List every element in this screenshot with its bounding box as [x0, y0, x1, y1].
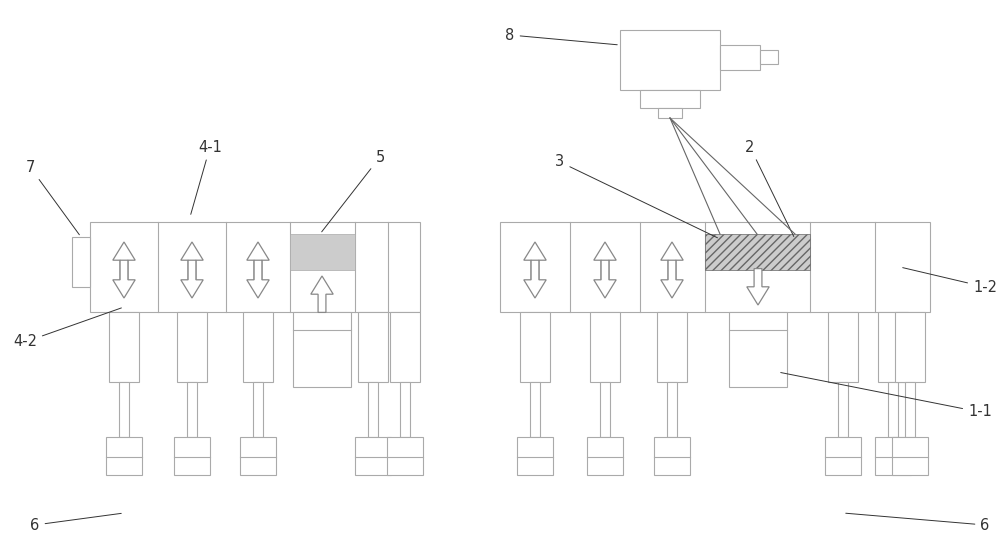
Text: 1-2: 1-2: [903, 268, 997, 294]
Bar: [355, 437, 391, 475]
Polygon shape: [594, 260, 616, 298]
Bar: [390, 312, 420, 382]
Polygon shape: [181, 260, 203, 298]
Bar: [838, 382, 848, 437]
Polygon shape: [181, 242, 203, 280]
Text: 4-1: 4-1: [191, 139, 222, 214]
Text: 3: 3: [555, 154, 717, 238]
Text: 8: 8: [505, 28, 617, 45]
Polygon shape: [747, 268, 769, 305]
Bar: [520, 312, 550, 382]
Polygon shape: [113, 242, 135, 280]
Bar: [253, 382, 263, 437]
Bar: [878, 312, 908, 382]
Polygon shape: [524, 242, 546, 280]
Bar: [720, 45, 760, 70]
Bar: [620, 30, 720, 90]
Bar: [892, 437, 928, 475]
Bar: [760, 50, 778, 64]
Bar: [400, 382, 410, 437]
Bar: [177, 312, 207, 382]
Bar: [500, 222, 930, 312]
Polygon shape: [594, 242, 616, 280]
Bar: [600, 382, 610, 437]
Bar: [895, 312, 925, 382]
Text: 4-2: 4-2: [13, 308, 121, 349]
Bar: [387, 437, 423, 475]
Bar: [72, 237, 90, 287]
Bar: [905, 382, 915, 437]
Bar: [828, 312, 858, 382]
Bar: [174, 437, 210, 475]
Polygon shape: [113, 260, 135, 298]
Bar: [517, 437, 553, 475]
Bar: [119, 382, 129, 437]
Bar: [729, 312, 787, 387]
Bar: [640, 90, 700, 108]
Bar: [358, 312, 388, 382]
Text: 5: 5: [322, 149, 385, 232]
Text: 6: 6: [30, 514, 121, 532]
Polygon shape: [247, 242, 269, 280]
Bar: [658, 108, 682, 118]
Bar: [657, 312, 687, 382]
Bar: [530, 382, 540, 437]
Bar: [368, 382, 378, 437]
Bar: [825, 437, 861, 475]
Bar: [293, 312, 351, 387]
Text: 7: 7: [25, 159, 79, 235]
Text: 2: 2: [745, 139, 794, 236]
Polygon shape: [661, 260, 683, 298]
Bar: [109, 312, 139, 382]
Bar: [590, 312, 620, 382]
Bar: [667, 382, 677, 437]
Bar: [705, 234, 810, 270]
Bar: [240, 437, 276, 475]
Bar: [587, 437, 623, 475]
Bar: [654, 437, 690, 475]
Text: 6: 6: [846, 513, 990, 532]
Polygon shape: [247, 260, 269, 298]
Polygon shape: [311, 276, 333, 312]
Bar: [243, 312, 273, 382]
Bar: [106, 437, 142, 475]
Bar: [90, 222, 420, 312]
Polygon shape: [524, 260, 546, 298]
Bar: [187, 382, 197, 437]
Bar: [888, 382, 898, 437]
Polygon shape: [661, 242, 683, 280]
Bar: [290, 234, 355, 270]
Text: 1-1: 1-1: [781, 372, 992, 419]
Bar: [875, 437, 911, 475]
